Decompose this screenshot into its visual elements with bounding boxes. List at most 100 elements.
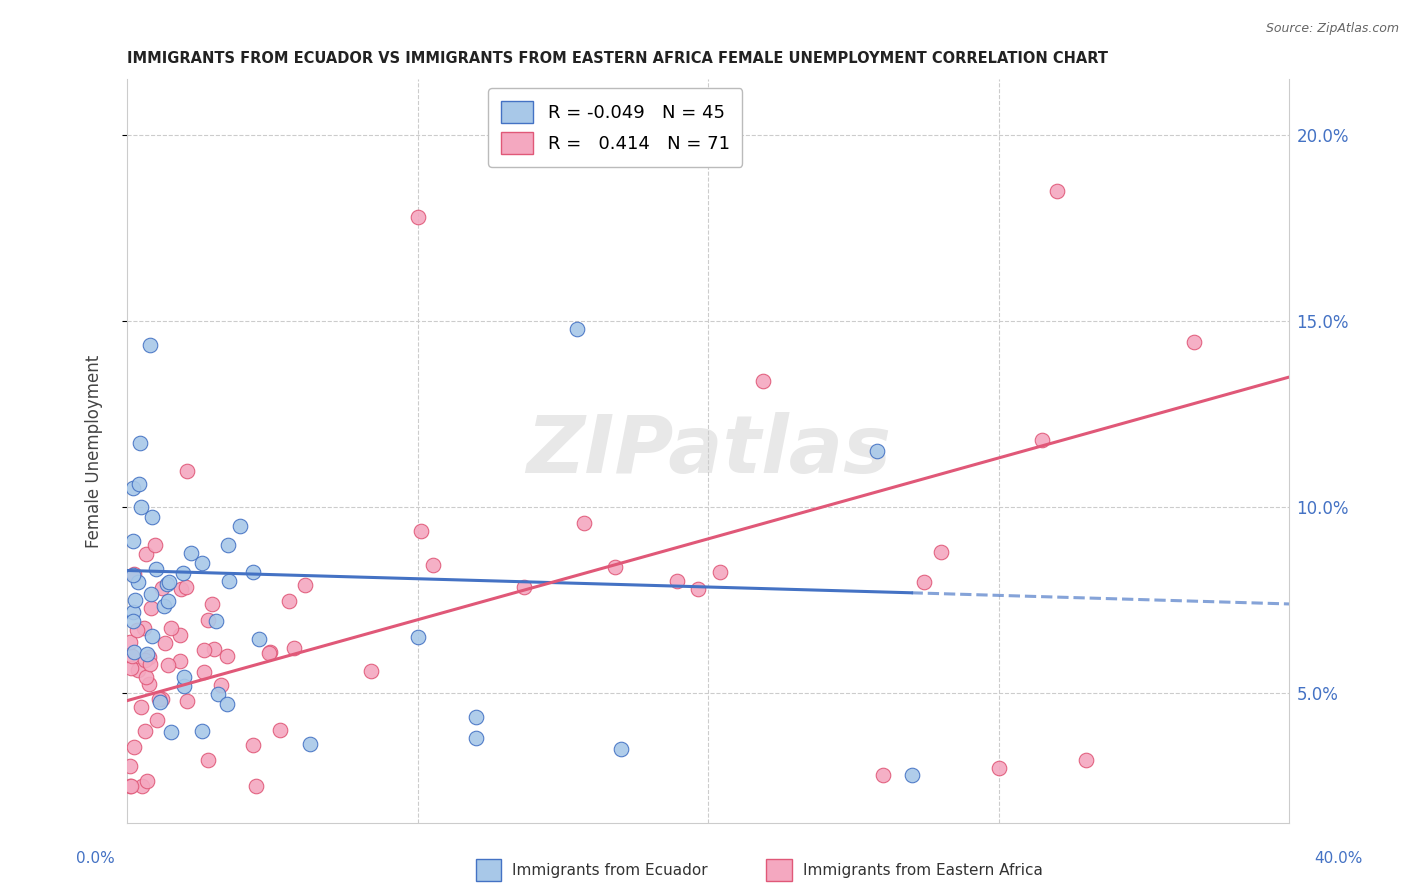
Point bbox=[129, 500, 152, 514]
Point bbox=[131, 779, 153, 793]
Point bbox=[217, 538, 239, 552]
Point bbox=[294, 578, 316, 592]
Point bbox=[145, 562, 167, 576]
Point bbox=[709, 565, 731, 579]
Point bbox=[139, 338, 162, 352]
Text: 0.0%: 0.0% bbox=[76, 852, 115, 866]
Point bbox=[197, 613, 219, 627]
Point bbox=[121, 481, 143, 495]
Point bbox=[603, 560, 626, 574]
Point bbox=[242, 738, 264, 752]
Point bbox=[141, 629, 163, 643]
Point bbox=[259, 645, 281, 659]
Point bbox=[134, 724, 156, 739]
Point bbox=[217, 649, 239, 664]
Point bbox=[912, 574, 935, 589]
Point bbox=[118, 779, 141, 793]
Point bbox=[247, 632, 270, 646]
Point bbox=[138, 649, 160, 664]
Point bbox=[176, 694, 198, 708]
Point bbox=[135, 547, 157, 561]
Point bbox=[156, 576, 179, 591]
Point bbox=[197, 753, 219, 767]
Point bbox=[987, 761, 1010, 775]
Point bbox=[138, 677, 160, 691]
Point bbox=[169, 627, 191, 641]
Point bbox=[139, 587, 162, 601]
Point bbox=[174, 580, 197, 594]
Point bbox=[122, 567, 145, 582]
Point bbox=[127, 663, 149, 677]
Point bbox=[1046, 184, 1069, 198]
Point bbox=[411, 524, 433, 539]
Point bbox=[193, 642, 215, 657]
Point bbox=[156, 594, 179, 608]
Point bbox=[173, 670, 195, 684]
Point bbox=[176, 464, 198, 478]
Point bbox=[149, 695, 172, 709]
Point bbox=[1031, 434, 1053, 448]
Point bbox=[464, 731, 486, 745]
Point bbox=[269, 723, 291, 737]
Point bbox=[752, 374, 775, 388]
Point bbox=[157, 658, 180, 673]
Point bbox=[567, 321, 589, 335]
Point bbox=[134, 652, 156, 666]
Point bbox=[406, 210, 429, 224]
Point bbox=[122, 739, 145, 754]
Point bbox=[360, 664, 382, 678]
Text: Source: ZipAtlas.com: Source: ZipAtlas.com bbox=[1265, 22, 1399, 36]
Point bbox=[136, 773, 159, 788]
Point bbox=[122, 645, 145, 659]
Point bbox=[121, 614, 143, 628]
Point bbox=[180, 546, 202, 560]
Point bbox=[118, 759, 141, 773]
Y-axis label: Female Unemployment: Female Unemployment bbox=[86, 355, 103, 548]
Point bbox=[152, 692, 174, 706]
Point bbox=[193, 665, 215, 679]
Point bbox=[513, 580, 536, 594]
Point bbox=[145, 538, 167, 552]
Point bbox=[218, 574, 240, 588]
Point bbox=[242, 565, 264, 579]
Point bbox=[139, 657, 162, 671]
Point bbox=[228, 519, 250, 533]
Point bbox=[124, 592, 146, 607]
Point bbox=[159, 725, 181, 739]
Point bbox=[160, 621, 183, 635]
Point bbox=[135, 669, 157, 683]
Point bbox=[209, 678, 232, 692]
Point bbox=[686, 582, 709, 597]
Point bbox=[422, 558, 444, 572]
Point bbox=[121, 605, 143, 619]
Point bbox=[148, 692, 170, 706]
Point bbox=[150, 582, 173, 596]
Point bbox=[191, 556, 214, 570]
Point bbox=[666, 574, 689, 588]
Point bbox=[132, 621, 155, 635]
Point bbox=[121, 648, 143, 663]
Point bbox=[929, 545, 952, 559]
Point bbox=[141, 510, 163, 524]
Point bbox=[146, 713, 169, 727]
Point bbox=[201, 597, 224, 611]
Point bbox=[283, 640, 305, 655]
Point bbox=[1074, 753, 1097, 767]
Point bbox=[170, 582, 193, 596]
Point bbox=[169, 654, 191, 668]
Point bbox=[207, 687, 229, 701]
Point bbox=[121, 534, 143, 549]
Point bbox=[245, 779, 267, 793]
Point bbox=[572, 516, 595, 531]
Point bbox=[159, 574, 181, 589]
Point bbox=[131, 700, 153, 714]
Point bbox=[215, 698, 238, 712]
Point bbox=[257, 646, 280, 660]
Legend: R = -0.049   N = 45, R =   0.414   N = 71: R = -0.049 N = 45, R = 0.414 N = 71 bbox=[488, 88, 742, 167]
Point bbox=[129, 435, 152, 450]
Point bbox=[135, 647, 157, 661]
Point bbox=[204, 614, 226, 628]
Point bbox=[190, 724, 212, 739]
Text: ZIPatlas: ZIPatlas bbox=[526, 412, 890, 491]
Point bbox=[153, 599, 176, 614]
